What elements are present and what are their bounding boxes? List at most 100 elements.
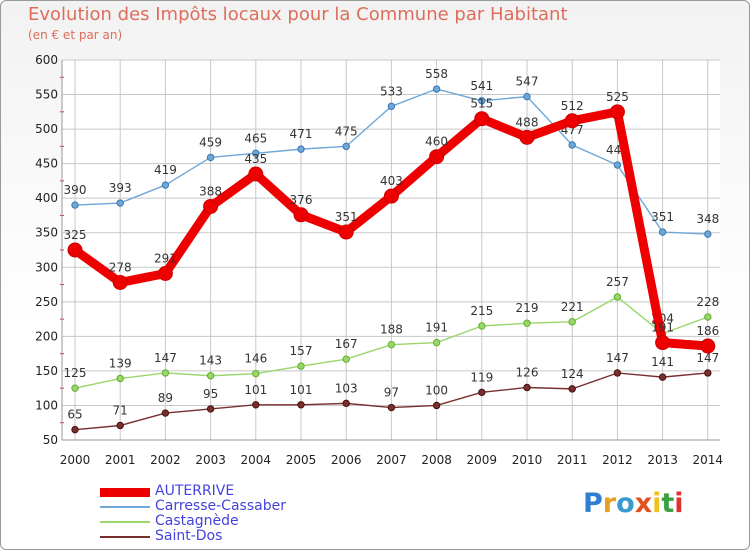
data-point-saint-dos [387,403,396,412]
y-tick-label: 150 [35,364,58,378]
data-point-carresse-cassaber [116,199,124,207]
data-label-castagn-de: 147 [154,351,177,365]
data-point-carresse-cassaber [161,181,170,189]
data-point-auterrive [338,224,354,240]
data-label-auterrive: 515 [470,97,493,111]
x-tick-label: 2002 [150,453,181,467]
data-point-carresse-cassaber [206,153,215,162]
legend-swatch [100,506,150,508]
data-label-saint-dos: 97 [384,386,399,400]
data-label-castagn-de: 219 [516,301,539,315]
data-label-auterrive: 460 [425,135,448,149]
data-label-auterrive: 435 [244,152,267,166]
data-point-auterrive [655,335,671,351]
data-point-auterrive [429,149,445,165]
data-label-auterrive: 403 [380,174,403,188]
data-point-carresse-cassaber [252,149,260,157]
chart-title: Evolution des Impôts locaux pour la Comm… [28,4,568,25]
logo-letter: P [583,488,603,519]
logo-letter: i [652,488,662,519]
x-tick-label: 2008 [421,453,452,467]
data-point-castagn-de [568,318,576,326]
data-point-castagn-de [161,369,170,377]
data-label-castagn-de: 221 [561,300,584,314]
logo-letter: o [616,488,635,519]
data-point-saint-dos [161,409,170,417]
data-label-carresse-cassaber: 558 [425,67,448,81]
data-point-saint-dos [297,401,305,409]
data-label-castagn-de: 143 [199,354,222,368]
x-tick-label: 2011 [557,453,588,467]
x-tick-label: 2014 [693,453,724,467]
chart-subtitle: (en € et par an) [28,28,123,42]
data-point-castagn-de [71,384,79,392]
x-tick-label: 2000 [60,453,91,467]
x-tick-label: 2009 [467,453,498,467]
data-point-carresse-cassaber [342,142,350,151]
x-tick-label: 2006 [331,453,362,467]
data-label-castagn-de: 139 [109,357,132,371]
data-point-saint-dos [432,401,441,410]
data-label-castagn-de: 188 [380,323,403,337]
data-point-auterrive [248,166,264,182]
data-point-auterrive [474,111,490,127]
data-point-carresse-cassaber [478,97,486,105]
data-point-carresse-cassaber [387,102,396,110]
x-tick-label: 2004 [241,453,272,467]
data-point-carresse-cassaber [704,230,712,238]
data-label-auterrive: 525 [606,90,629,104]
data-label-auterrive: 388 [199,184,222,198]
y-tick-label: 200 [35,329,58,343]
data-label-castagn-de: 157 [290,344,313,358]
data-point-castagn-de [387,340,396,349]
y-tick-label: 500 [35,122,58,136]
data-label-carresse-cassaber: 475 [335,124,358,138]
data-point-saint-dos [704,369,712,377]
data-label-saint-dos: 71 [113,403,128,417]
data-label-auterrive: 512 [561,99,584,113]
data-point-saint-dos [523,383,531,392]
legend-label: AUTERRIVE [155,483,235,499]
data-label-castagn-de: 167 [335,337,358,351]
data-label-castagn-de: 191 [425,321,448,335]
data-label-auterrive: 278 [109,260,132,274]
logo-letter: t [661,488,675,519]
legend-label: Carresse-Cassaber [155,498,286,514]
data-point-castagn-de [613,293,622,301]
data-point-carresse-cassaber [297,145,305,153]
data-label-saint-dos: 124 [561,367,584,381]
legend-swatch [100,487,150,497]
y-tick-label: 100 [35,398,58,412]
data-point-saint-dos [613,369,622,377]
data-point-castagn-de [478,322,486,330]
y-tick-label: 550 [35,88,58,102]
data-point-carresse-cassaber [71,201,79,209]
data-label-castagn-de: 215 [470,304,493,318]
data-point-carresse-cassaber [432,85,441,93]
data-point-castagn-de [116,374,124,383]
data-point-castagn-de [297,362,305,370]
data-label-saint-dos: 147 [696,351,719,365]
data-point-auterrive [112,274,128,290]
x-tick-label: 2005 [286,453,317,467]
data-label-saint-dos: 101 [290,383,313,397]
data-point-saint-dos [342,399,350,408]
y-tick-label: 50 [43,433,58,447]
data-point-castagn-de [252,369,260,378]
logo-letter: x [634,488,653,519]
y-tick-label: 400 [35,191,58,205]
data-point-auterrive [157,265,173,281]
data-label-carresse-cassaber: 471 [290,127,313,141]
proxiti-logo: Proxiti [583,488,684,519]
data-point-auterrive [609,104,625,120]
data-label-auterrive: 351 [335,210,358,224]
legend-label: Castagnède [155,513,239,529]
data-point-saint-dos [658,373,667,381]
data-label-saint-dos: 89 [158,391,173,405]
data-point-auterrive [383,188,399,204]
data-label-auterrive: 376 [290,193,313,207]
data-point-castagn-de [523,319,531,327]
data-label-auterrive: 325 [64,228,87,242]
data-point-castagn-de [432,338,441,347]
data-point-saint-dos [116,421,124,430]
